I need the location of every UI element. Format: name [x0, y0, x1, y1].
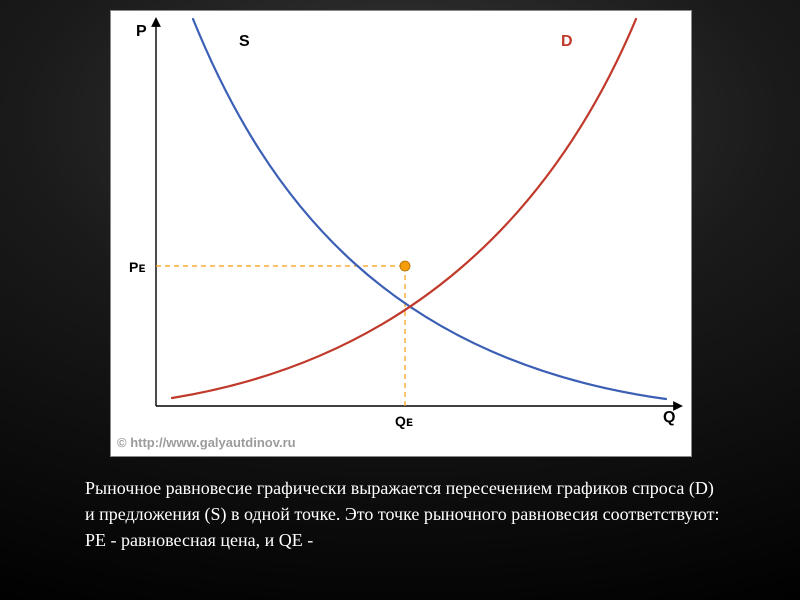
plot-area: P Q S D Pᴇ Qᴇ © http://www.galyautdinov.…: [111, 11, 691, 456]
equilibrium-chart: P Q S D Pᴇ Qᴇ © http://www.galyautdinov.…: [110, 10, 692, 457]
qe-label: Qᴇ: [395, 413, 413, 429]
supply-curve-label: S: [239, 33, 250, 51]
x-axis-label: Q: [663, 409, 675, 427]
watermark-text: © http://www.galyautdinov.ru: [117, 435, 296, 450]
y-axis-label: P: [136, 23, 147, 41]
caption-text: Рыночное равновесие графически выражаетс…: [85, 475, 725, 553]
pe-label: Pᴇ: [129, 259, 145, 275]
chart-svg: [111, 11, 691, 456]
demand-curve-label: D: [561, 33, 573, 51]
